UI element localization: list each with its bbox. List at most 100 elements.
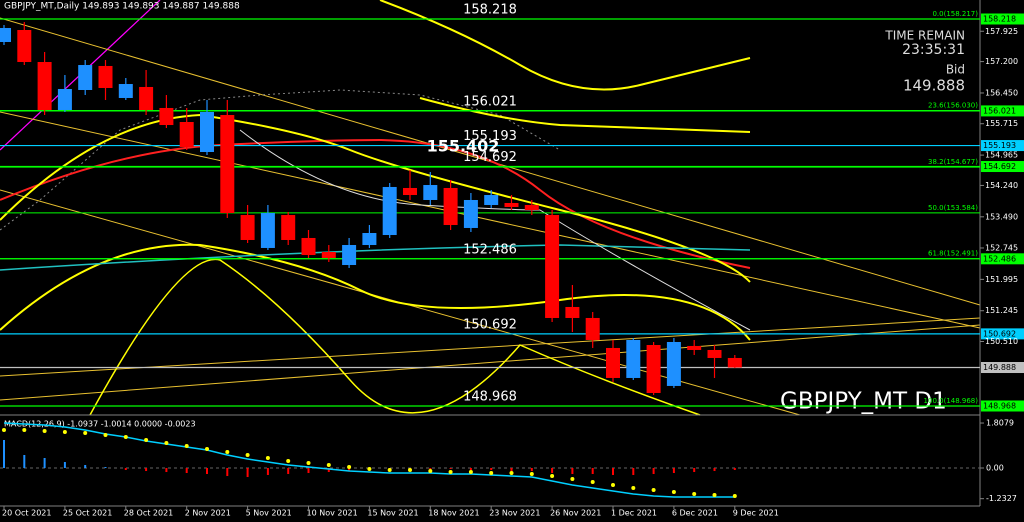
level-label: 158.218 — [463, 2, 517, 17]
macd-bar — [713, 468, 716, 472]
level-label: 156.021 — [463, 94, 517, 109]
signal-dot — [42, 429, 47, 434]
candle-body — [200, 112, 214, 153]
signal-dot — [225, 450, 230, 455]
signal-dot — [387, 467, 392, 472]
price-tag-label: 154.692 — [983, 162, 1016, 171]
signal-dot — [347, 465, 352, 470]
level-label: 148.968 — [463, 390, 517, 405]
fib-label: 61.8(152.491) — [928, 250, 978, 258]
macd-bar — [652, 468, 655, 475]
macd-bar — [672, 468, 675, 474]
candle-body — [220, 115, 235, 214]
signal-dot — [671, 490, 676, 495]
x-tick-label: 2 Nov 2021 — [185, 509, 231, 518]
signal-dot — [326, 462, 331, 467]
signal-dot — [62, 430, 67, 435]
x-tick-label: 18 Nov 2021 — [428, 509, 479, 518]
price-tag — [981, 105, 1024, 117]
macd-bar — [469, 468, 472, 470]
fib-label: 0.0(158.217) — [932, 10, 978, 18]
macd-bar — [287, 468, 290, 475]
macd-bar — [449, 468, 452, 470]
macd-bar — [185, 468, 188, 474]
band — [89, 258, 701, 416]
macd-bar — [307, 468, 310, 474]
candle-body — [78, 65, 93, 90]
signal-dot — [651, 487, 656, 492]
signal-dot — [468, 470, 473, 475]
candle-body — [301, 237, 316, 256]
signal-dot — [590, 480, 595, 485]
signal-dot — [286, 459, 291, 464]
y-tick-label: 157.200 — [985, 57, 1018, 66]
candle-body — [565, 306, 580, 318]
price-tag — [981, 253, 1024, 265]
macd-bar — [3, 439, 5, 469]
macd-bar — [226, 468, 229, 477]
macd-bar — [612, 468, 614, 475]
y-tick-label: 153.490 — [985, 212, 1018, 221]
cloud — [0, 89, 561, 231]
band — [419, 97, 751, 133]
x-tick-label: 5 Nov 2021 — [246, 509, 292, 518]
x-tick-label: 28 Oct 2021 — [124, 509, 173, 518]
macd-bar — [63, 462, 66, 469]
level-label: 150.692 — [463, 317, 517, 332]
signal-dot — [103, 432, 108, 437]
moving-average — [0, 244, 751, 271]
y-tick-label: 156.450 — [985, 88, 1018, 97]
macd-line — [3, 422, 735, 498]
signal-dot — [570, 477, 575, 482]
x-tick-label: 15 Nov 2021 — [367, 509, 418, 518]
signal-dot — [205, 446, 209, 451]
candle-body — [585, 317, 600, 340]
signal-dot — [265, 456, 270, 461]
macd-bar — [246, 468, 249, 478]
candle-body — [504, 203, 519, 207]
signal-dot — [245, 452, 250, 457]
info: 149.888 — [903, 77, 965, 95]
y-tick-label: 150.510 — [985, 337, 1018, 346]
candle-body — [342, 245, 357, 266]
candle-body — [727, 357, 742, 368]
candle-body — [179, 122, 194, 147]
y-tick-label: -1.2327 — [986, 494, 1017, 503]
macd-bar — [348, 468, 351, 472]
candle-body — [159, 107, 174, 126]
candle-body — [37, 62, 52, 110]
fib-label: 50.0(153.584) — [928, 204, 978, 212]
x-tick-label: 26 Nov 2021 — [550, 509, 601, 518]
x-tick-label: 9 Dec 2021 — [733, 509, 779, 518]
candle-body — [463, 199, 478, 228]
macd-bar — [693, 468, 696, 473]
macd-bar — [429, 468, 432, 470]
trendline — [0, 324, 981, 401]
macd-bar — [165, 468, 168, 473]
price-tag-label: 149.888 — [983, 363, 1016, 372]
signal-dot — [408, 467, 412, 472]
signal-dot — [732, 494, 737, 499]
level-label: 154.692 — [463, 150, 517, 165]
price-tag — [981, 400, 1024, 412]
price-tag — [981, 362, 1024, 374]
signal-dot — [428, 469, 433, 474]
x-tick-label: 23 Nov 2021 — [489, 509, 540, 518]
level-label: 155.193 — [463, 129, 517, 144]
price-tag — [981, 13, 1024, 25]
macd-bar — [43, 458, 46, 469]
candle-body — [443, 187, 458, 226]
chart-title: GBPJPY_MT,Daily 149.893 149.893 149.887 … — [4, 2, 240, 12]
candle-body — [707, 349, 722, 358]
candle-body — [57, 88, 72, 110]
price-tag — [981, 140, 1024, 152]
fib-label: 38.2(154.677) — [928, 158, 978, 166]
candle-body — [687, 345, 702, 350]
candle-body — [139, 86, 154, 110]
x-tick-label: 25 Oct 2021 — [63, 509, 112, 518]
y-tick-label: 154.240 — [985, 181, 1018, 190]
fib-label: 100.0(148.968) — [924, 397, 979, 405]
x-tick-label: 10 Nov 2021 — [307, 509, 358, 518]
signal-dot — [448, 470, 453, 475]
